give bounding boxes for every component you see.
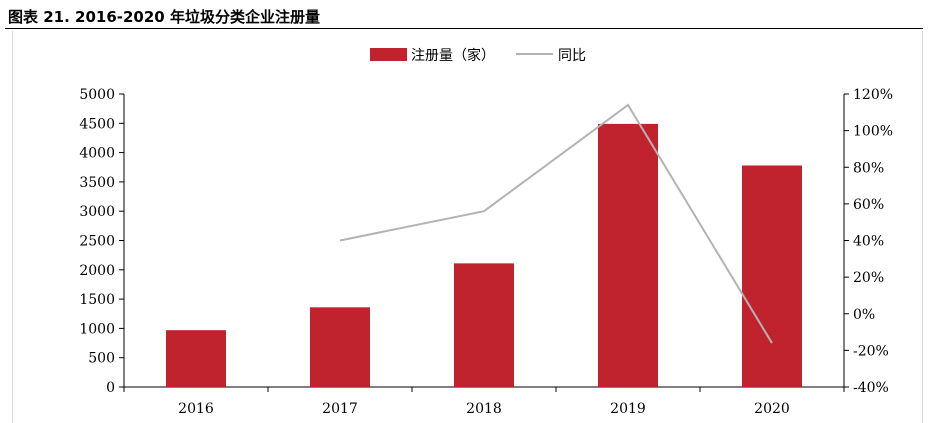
frame-left-border [12, 31, 13, 423]
y-left-tick-label: 2500 [79, 234, 115, 250]
y-left-tick-label: 1500 [79, 292, 115, 308]
y-right-tick-label: -20% [853, 343, 889, 359]
y-left-tick-label: 4500 [79, 116, 115, 132]
bar [598, 123, 658, 388]
frame-right-border [922, 31, 923, 423]
bar [454, 263, 514, 387]
y-left-tick-label: 0 [106, 380, 115, 396]
x-tick-label: 2018 [466, 401, 502, 417]
x-tick-label: 2017 [322, 401, 358, 417]
y-right-tick-label: 60% [853, 197, 884, 213]
y-left-tick-label: 2000 [79, 263, 115, 279]
y-left-tick-label: 4000 [79, 146, 115, 162]
bar-series [166, 123, 802, 388]
figure-title: 图表 21. 2016-2020 年垃圾分类企业注册量 [8, 8, 320, 26]
yoy-line [339, 103, 773, 344]
y-left-tick-label: 3500 [79, 175, 115, 191]
x-tick-label: 2020 [754, 401, 790, 417]
y-left-tick-label: 3000 [79, 204, 115, 220]
legend-label-line: 同比 [558, 48, 586, 64]
y-right-tick-label: 40% [853, 234, 884, 250]
y-right-tick-label: 80% [853, 160, 884, 176]
y-right-tick-label: -40% [853, 380, 889, 396]
tick-labels: 0 500 1000 1500 2000 2500 3000 3500 4000 4500 5000… [79, 87, 893, 417]
title-underline [5, 28, 923, 29]
line-series [339, 103, 773, 344]
legend-label-bar: 注册量（家） [411, 47, 495, 64]
legend: 注册量（家） 同比 [370, 47, 586, 64]
y-right-tick-label: 120% [853, 87, 893, 103]
x-tick-label: 2016 [178, 401, 214, 417]
bar [742, 165, 802, 387]
y-right-tick-label: 20% [853, 270, 884, 286]
legend-swatch-bar [370, 48, 407, 61]
y-left-tick-label: 500 [88, 351, 115, 367]
y-right-tick-label: 100% [853, 124, 893, 140]
y-right-tick-label: 0% [853, 307, 875, 323]
y-left-tick-label: 1000 [79, 321, 115, 337]
bar [166, 330, 226, 387]
bar [310, 307, 370, 387]
x-tick-label: 2019 [610, 401, 646, 417]
y-left-tick-label: 5000 [79, 87, 115, 103]
